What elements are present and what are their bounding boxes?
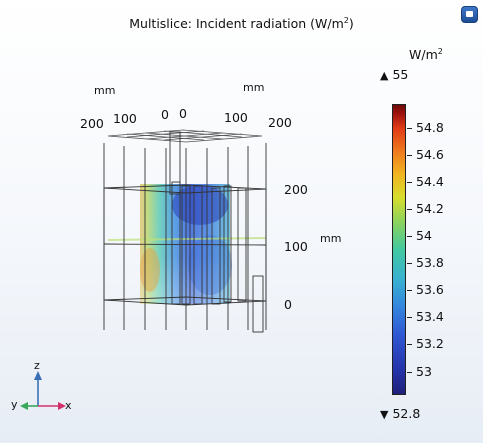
colorbar-unit: W/m2 [409, 47, 443, 63]
z-tick-label: 0 [284, 297, 292, 312]
axis-triad [20, 371, 66, 410]
y-axis-unit: mm [243, 81, 265, 94]
x-tick-label: 200 [80, 116, 104, 131]
colorbar-min: ▼ 52.8 [380, 406, 421, 421]
triad-z-label: z [34, 359, 40, 372]
colorbar [392, 104, 406, 395]
colorbar-tick [407, 128, 412, 129]
toggle-window-icon[interactable] [461, 6, 478, 23]
colorbar-tick-label: 53.4 [416, 309, 444, 324]
x-tick-label: 100 [113, 111, 137, 126]
z-tick-label: 200 [284, 182, 308, 197]
colorbar-tick [407, 182, 412, 183]
y-tick-label: 0 [179, 106, 187, 121]
colorbar-tick [407, 236, 412, 237]
geometry-wireframe [103, 131, 267, 333]
top-grid [107, 129, 263, 143]
multislice-surface [140, 184, 232, 304]
triad-x-label: x [65, 399, 72, 412]
colorbar-tick-label: 54 [416, 228, 432, 243]
triad-y-label: y [11, 398, 18, 411]
colorbar-tick-label: 54.8 [416, 120, 444, 135]
colorbar-tick-label: 53.8 [416, 255, 444, 270]
colorbar-tick [407, 317, 412, 318]
colorbar-tick-label: 53.6 [416, 282, 444, 297]
y-tick-label: 200 [268, 115, 292, 130]
colorbar-tick-label: 53 [416, 364, 432, 379]
x-tick-label: 0 [161, 107, 169, 122]
colorbar-max: ▲ 55 [380, 67, 409, 82]
triangle-down-icon: ▼ [380, 408, 389, 421]
colorbar-tick-label: 54.4 [416, 174, 444, 189]
colorbar-tick [407, 209, 412, 210]
colorbar-tick-label: 54.2 [416, 201, 444, 216]
colorbar-tick [407, 372, 412, 373]
x-axis-unit: mm [94, 84, 116, 97]
colorbar-tick [407, 344, 412, 345]
triangle-up-icon: ▲ [380, 69, 389, 82]
colorbar-tick-label: 54.6 [416, 147, 444, 162]
colorbar-tick [407, 290, 412, 291]
plot-title: Multislice: Incident radiation (W/m2) [129, 16, 354, 32]
y-tick-label: 100 [224, 110, 248, 125]
z-tick-label: 100 [284, 239, 308, 254]
z-axis-unit: mm [320, 232, 342, 245]
colorbar-tick-label: 53.2 [416, 336, 444, 351]
colorbar-tick [407, 263, 412, 264]
colorbar-tick [407, 155, 412, 156]
